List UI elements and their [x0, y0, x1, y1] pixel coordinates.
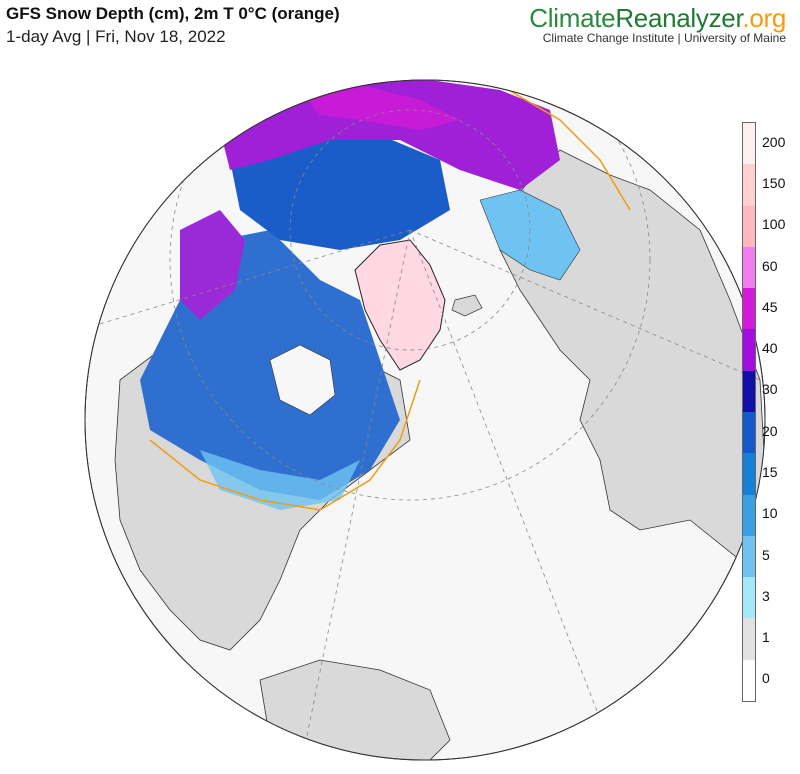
legend-swatch	[743, 205, 755, 247]
globe-outline	[84, 79, 766, 761]
legend-label: 3	[762, 587, 770, 604]
legend-swatch	[743, 535, 755, 578]
brand-logo-part1: Climate	[529, 3, 616, 33]
brand-logo-part2: Reanalyzer	[615, 3, 743, 33]
legend-swatch	[743, 577, 755, 619]
legend-swatch	[743, 412, 755, 454]
legend-swatch	[743, 164, 755, 206]
legend-swatch	[743, 659, 755, 701]
legend-label: 1	[762, 629, 770, 646]
legend-swatch	[743, 123, 755, 165]
snow-arctic	[230, 135, 450, 250]
map-subtitle: 1-day Avg | Fri, Nov 18, 2022	[6, 27, 226, 46]
legend-label: 200	[762, 133, 786, 150]
legend-label: 10	[762, 505, 778, 522]
brand-logo[interactable]: ClimateReanalyzer.org	[529, 3, 786, 34]
graticule	[85, 80, 761, 760]
legend-swatch	[743, 370, 755, 412]
brand-affiliation: Climate Change Institute | University of…	[542, 31, 786, 45]
snow-canada-shallow	[200, 450, 360, 510]
brand-logo-part3: .org	[742, 3, 786, 33]
legend-label: 150	[762, 174, 786, 191]
legend-label: 40	[762, 340, 778, 357]
legend-colorbar	[742, 122, 756, 702]
legend-label: 15	[762, 463, 778, 480]
snow-scandinavia	[479, 189, 581, 281]
snow-siberia-deep	[300, 85, 460, 130]
greenland-ice	[354, 239, 446, 371]
legend-swatch	[743, 618, 755, 660]
iceland	[451, 294, 483, 317]
legend-swatch	[743, 329, 755, 371]
legend-swatch	[743, 494, 755, 536]
legend-label: 60	[762, 257, 778, 274]
map-title: GFS Snow Depth (cm), 2m T 0°C (orange)	[6, 4, 340, 23]
legend-swatch	[743, 246, 755, 289]
legend-swatch	[743, 288, 755, 330]
hudson-bay	[269, 344, 336, 416]
legend-label: 0	[762, 670, 770, 687]
legend-label: 30	[762, 381, 778, 398]
legend-label: 45	[762, 298, 778, 315]
legend-swatch	[743, 453, 755, 495]
legend-label: 100	[762, 216, 786, 233]
legend-label: 20	[762, 422, 778, 439]
legend-label: 5	[762, 546, 770, 563]
snow-alaska	[180, 210, 245, 320]
